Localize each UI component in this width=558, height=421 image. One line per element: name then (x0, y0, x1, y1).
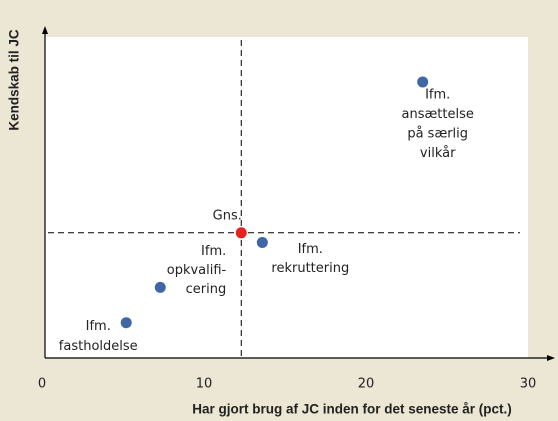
average-label: Gns. (213, 208, 242, 223)
point-label: Ifm. (298, 242, 323, 257)
y-arrow (42, 26, 48, 34)
point-label: cering (186, 282, 227, 297)
point (120, 317, 132, 329)
point-label: ansættelse (402, 107, 474, 122)
point-label: Ifm. (201, 244, 226, 259)
plot-area (45, 37, 528, 358)
point-label: opkvalifi- (167, 263, 227, 278)
point (417, 76, 429, 88)
x-tick-label: 20 (358, 377, 375, 392)
point (256, 236, 268, 248)
point (154, 281, 166, 293)
point-label: fastholdelse (59, 339, 138, 354)
x-tick-label: 30 (520, 377, 537, 392)
x-arrow (547, 355, 555, 361)
x-tick-label: 10 (196, 377, 213, 392)
point-label: vilkår (420, 146, 456, 161)
point-label: på særlig (407, 126, 468, 141)
y-axis-label: Kendskab til JC (7, 29, 22, 131)
x-tick-label: 0 (38, 377, 46, 392)
point-label: Ifm. (425, 87, 450, 102)
x-axis-label: Har gjort brug af JC inden for det senes… (192, 402, 512, 417)
point-label: Ifm. (86, 319, 111, 334)
average-point (235, 227, 247, 239)
point-label: rekruttering (271, 261, 349, 276)
